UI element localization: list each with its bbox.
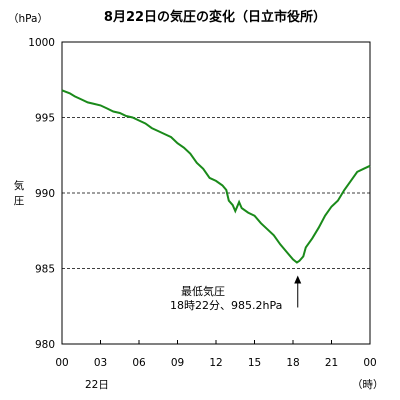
y-tick-label-1000: 1000 <box>28 37 55 49</box>
x-axis-unit: （時） <box>352 379 384 391</box>
x-tick-label-3: 09 <box>171 357 184 369</box>
y-tick-label-995: 995 <box>35 113 55 125</box>
date-label: 22日 <box>85 379 109 391</box>
y-axis-label-char-2: 圧 <box>14 195 25 207</box>
y-tick-labels: 980 985 990 995 1000 <box>28 37 55 351</box>
x-tick-label-8: 00 <box>363 357 376 369</box>
pressure-line <box>61 89 371 264</box>
x-tick-label-6: 18 <box>286 357 299 369</box>
min-annotation: 最低気圧 18時22分、985.2hPa <box>170 275 302 312</box>
x-tick-label-5: 15 <box>248 357 261 369</box>
grid-lines <box>62 117 370 269</box>
y-tick-label-980: 980 <box>35 339 55 351</box>
y-axis-label: 気 圧 <box>14 179 25 207</box>
chart-title: 8月22日の気圧の変化（日立市役所） <box>104 9 326 25</box>
min-annotation-title: 最低気圧 <box>181 284 225 298</box>
x-tick-label-4: 12 <box>209 357 222 369</box>
x-tick-labels: 00 03 06 09 12 15 18 21 00 <box>55 340 377 369</box>
x-tick-label-1: 03 <box>94 357 107 369</box>
y-axis-label-char-1: 気 <box>14 179 25 192</box>
y-tick-label-990: 990 <box>35 188 55 200</box>
x-tick-label-0: 00 <box>55 357 68 369</box>
x-tick-label-7: 21 <box>325 357 338 369</box>
min-annotation-detail: 18時22分、985.2hPa <box>170 299 282 312</box>
y-tick-label-985: 985 <box>35 264 55 276</box>
min-arrow-head <box>294 275 302 284</box>
y-axis-unit: （hPa） <box>8 13 48 25</box>
x-tick-label-2: 06 <box>132 357 146 369</box>
